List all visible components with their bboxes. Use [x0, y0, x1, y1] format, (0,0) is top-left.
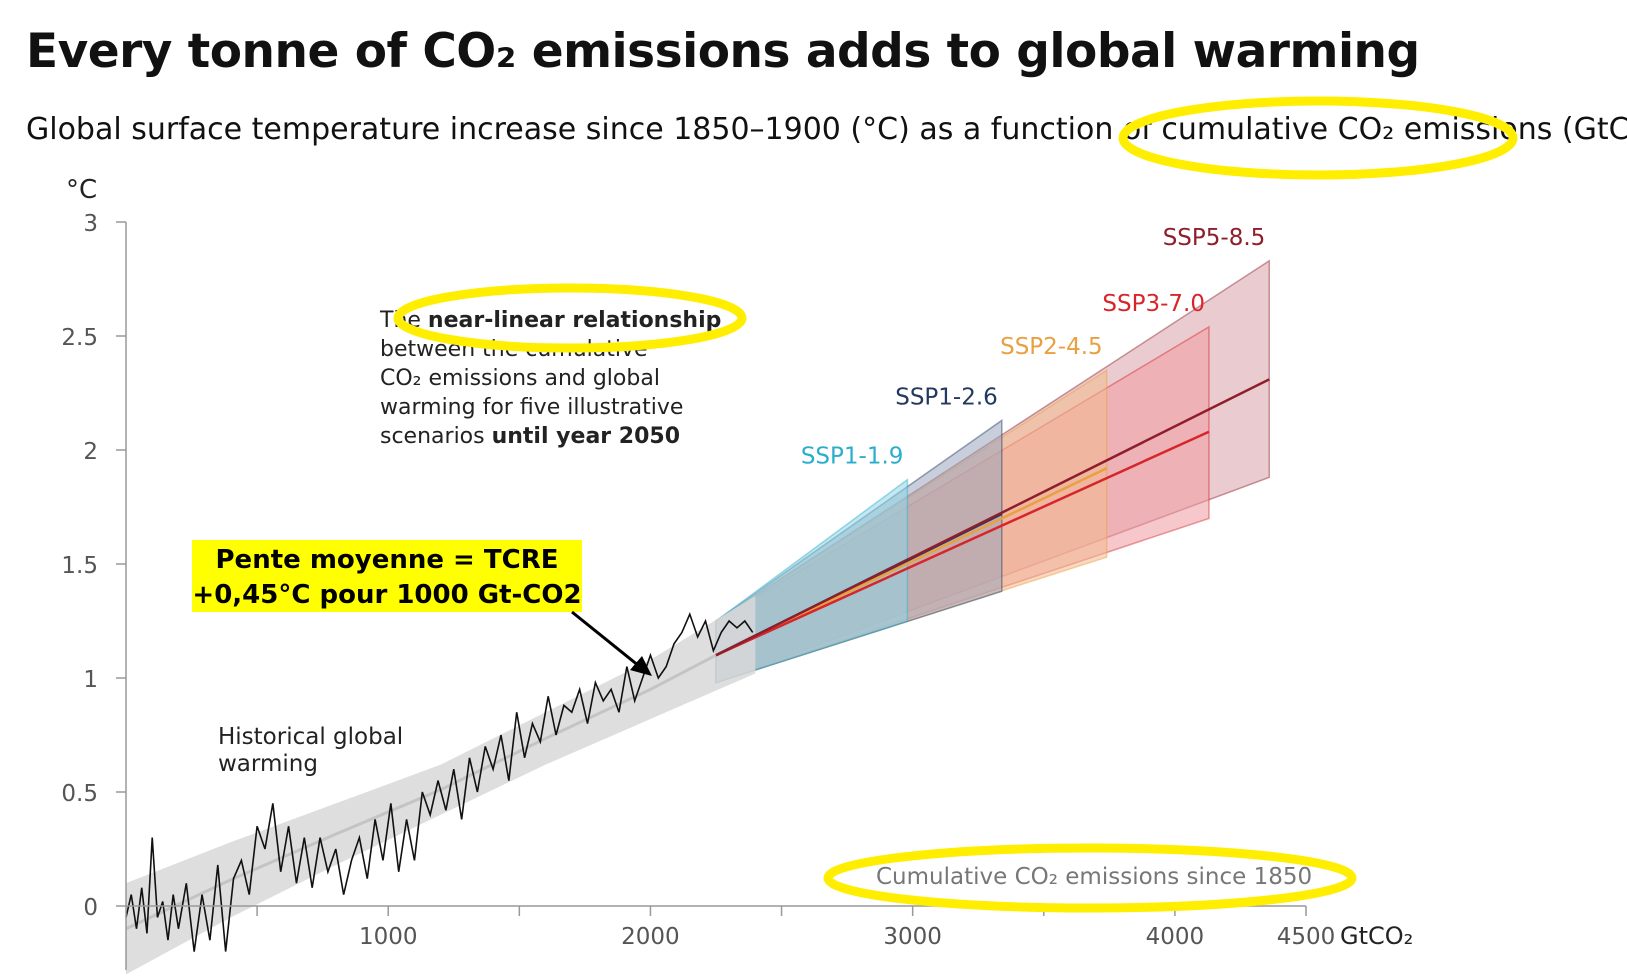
- historical-label-line1: Historical global: [218, 724, 403, 750]
- callout-arrowhead: [630, 656, 652, 676]
- historical-line: [125, 611, 754, 952]
- annotation-line-1: The near-linear relationship: [379, 308, 721, 333]
- annotation-line-4: warming for five illustrative: [380, 395, 683, 420]
- scenario-bands: [715, 259, 1271, 684]
- x-axis-unit: GtCO₂: [1340, 922, 1413, 950]
- series-lines: [125, 378, 1270, 952]
- y-tick-label: 1: [83, 667, 98, 693]
- line-ssp3-7.0: [715, 430, 1210, 657]
- x-tick-label: 3000: [883, 924, 942, 950]
- historical-label-line2: warming: [218, 751, 318, 777]
- highlight-ellipse-xlabel: [823, 843, 1357, 913]
- tick-group: 0 0.5 1 1.5 2 2.5 3 1000 2000 3000 4000 4500: [61, 211, 1335, 950]
- y-tick-label: 3: [83, 211, 98, 237]
- y-tick-label: 2: [83, 439, 98, 465]
- callout-line-2: +0,45°C pour 1000 Gt-CO2: [192, 580, 581, 610]
- y-tick-label: 1.5: [61, 553, 98, 579]
- annotation-block: The near-linear relationship between the…: [379, 308, 721, 449]
- callout-box: Pente moyenne = TCRE +0,45°C pour 1000 G…: [192, 540, 582, 612]
- highlight-ellipse-annotation: [393, 283, 747, 353]
- x-tick-label: 4500: [1277, 924, 1336, 950]
- x-tick-label: 1000: [359, 924, 418, 950]
- page-subtitle: Global surface temperature increase sinc…: [26, 112, 1627, 147]
- x-axis-title: Cumulative CO₂ emissions since 1850: [876, 864, 1312, 890]
- line-ssp5-8.5: [715, 378, 1270, 657]
- highlight-ellipse-subtitle: [1118, 96, 1518, 180]
- series-label-ssp2-4.5: SSP2-4.5: [1000, 334, 1103, 360]
- callout-arrow: [571, 610, 645, 672]
- x-tick-label: 2000: [621, 924, 680, 950]
- series-label-ssp1-2.6: SSP1-2.6: [895, 384, 998, 410]
- series-label-ssp5-8.5: SSP5-8.5: [1163, 225, 1266, 251]
- series-label-ssp1-1.9: SSP1-1.9: [801, 444, 904, 470]
- annotation-line-5: scenarios until year 2050: [380, 424, 680, 449]
- x-tick-label: 4000: [1146, 924, 1205, 950]
- historical-band: [126, 595, 756, 975]
- y-tick-label: 2.5: [61, 325, 98, 351]
- y-axis-label: °C: [66, 175, 97, 205]
- callout-line-1: Pente moyenne = TCRE: [216, 545, 559, 575]
- annotation-line-3: CO₂ emissions and global: [380, 366, 660, 391]
- y-tick-label: 0: [83, 895, 98, 921]
- series-label-ssp3-7.0: SSP3-7.0: [1102, 291, 1205, 317]
- page-title: Every tonne of CO₂ emissions adds to glo…: [26, 24, 1420, 79]
- historical-band-group: [126, 595, 756, 975]
- y-tick-label: 0.5: [61, 781, 98, 807]
- callout-background: [192, 540, 582, 612]
